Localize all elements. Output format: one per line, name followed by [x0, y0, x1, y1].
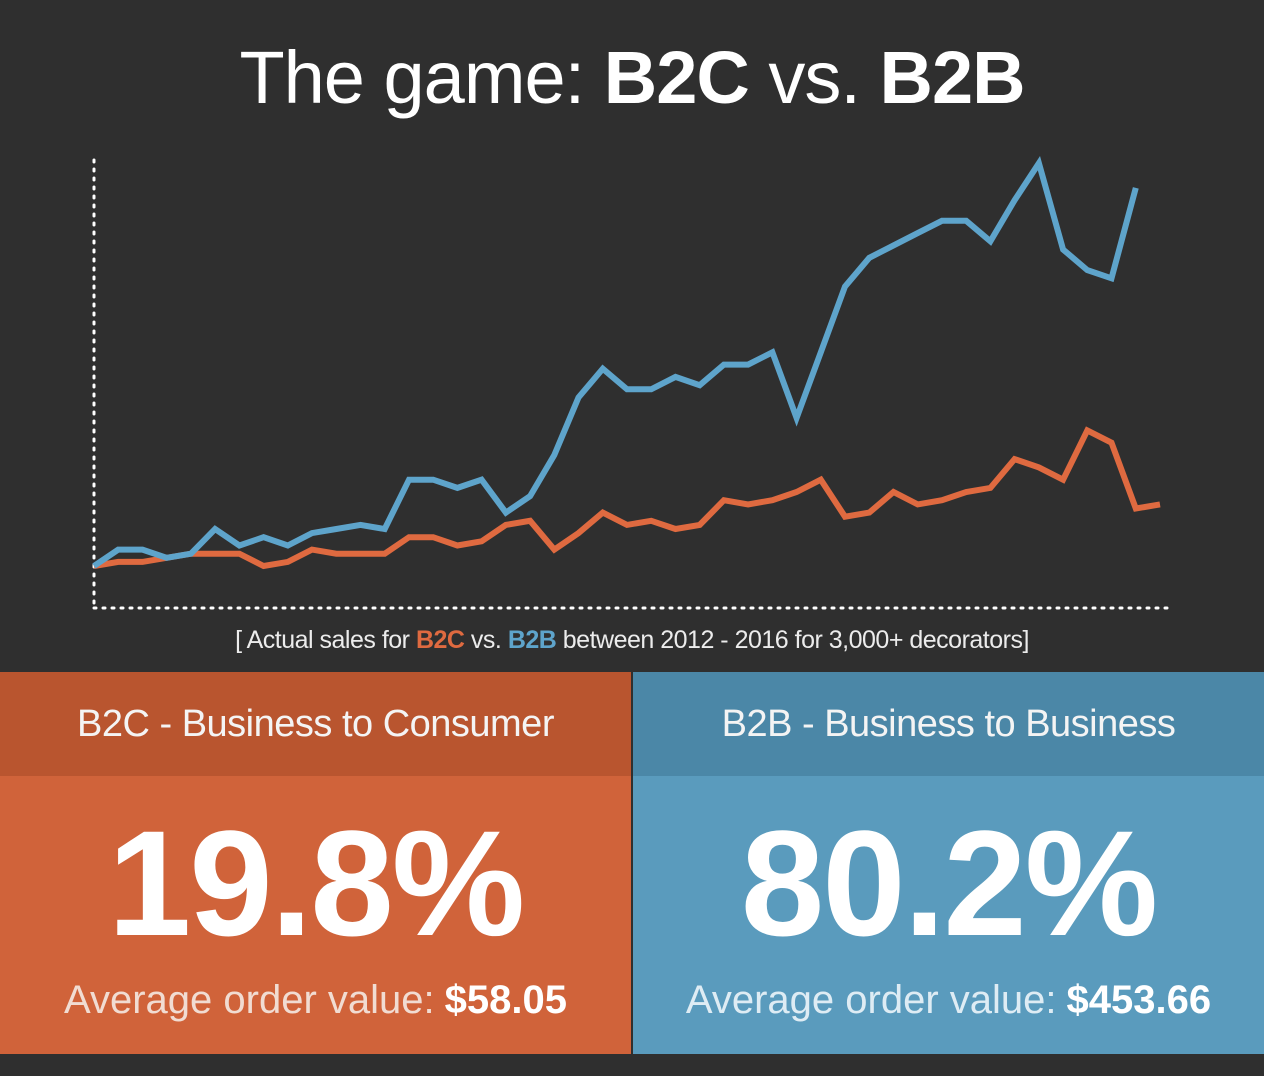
b2b-aov-label: Average order value: — [685, 978, 1057, 1022]
b2c-percent: 19.8% — [107, 799, 525, 967]
caption-rest: between 2012 - 2016 for 3,000+ decorator… — [556, 626, 1030, 654]
title-vs: vs. — [748, 36, 880, 119]
title-prefix: The game: — [239, 36, 604, 119]
title-left: B2C — [603, 36, 750, 119]
b2c-aov-value: $58.05 — [444, 978, 567, 1022]
caption-open: [ Actual sales for — [235, 626, 416, 654]
b2b-heading: B2B - Business to Business — [633, 672, 1264, 776]
b2b-aov: Average order value: $453.66 — [633, 972, 1264, 1028]
caption-b2c: B2C — [415, 626, 465, 654]
sales-line-chart — [92, 156, 1172, 610]
caption-vs: vs. — [464, 626, 508, 654]
b2c-panel: B2C - Business to Consumer 19.8% Average… — [0, 672, 631, 1054]
b2c-aov: Average order value: $58.05 — [0, 972, 631, 1028]
b2b-percent: 80.2% — [740, 799, 1158, 967]
series-line-b2b — [92, 156, 1139, 569]
b2c-heading: B2C - Business to Consumer — [0, 672, 631, 776]
bottom-strip — [0, 1054, 1264, 1076]
b2b-panel: B2B - Business to Business 80.2% Average… — [633, 672, 1264, 1054]
chart-caption: [ Actual sales for B2C vs. B2B between 2… — [0, 622, 1264, 658]
b2c-aov-label: Average order value: — [64, 978, 435, 1022]
series-line-b2c — [93, 426, 1161, 570]
series-layer — [92, 156, 1161, 570]
caption-b2b: B2B — [507, 626, 557, 654]
page-title: The game: B2C vs. B2B — [0, 38, 1264, 118]
b2b-aov-value: $453.66 — [1066, 978, 1212, 1022]
title-right: B2B — [879, 36, 1026, 119]
